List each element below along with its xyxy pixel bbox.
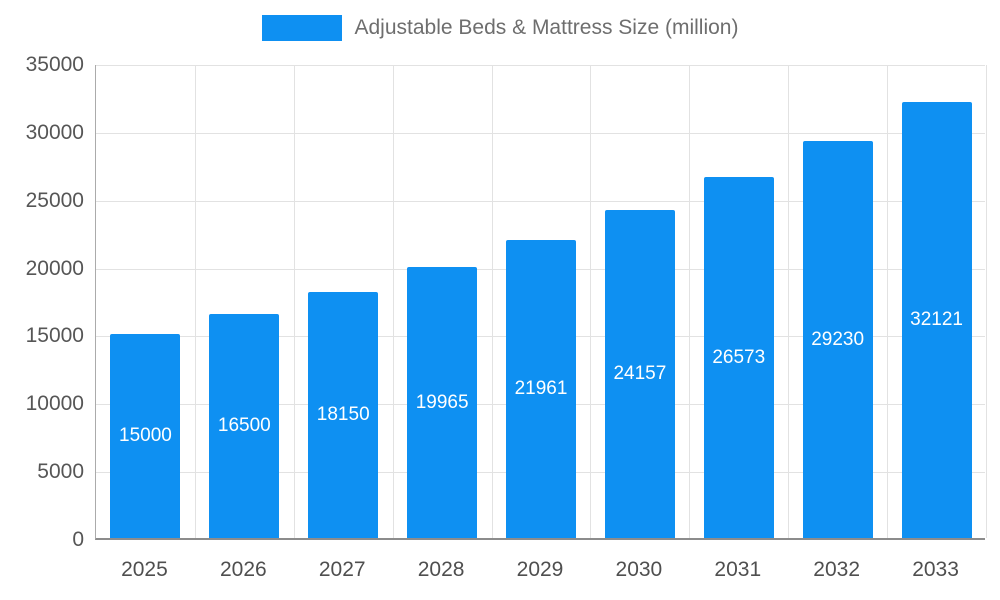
gridline-vertical xyxy=(590,65,592,538)
y-axis-tick-label: 10000 xyxy=(25,392,84,416)
bar-value-label: 18150 xyxy=(316,403,370,425)
bar-2030[interactable] xyxy=(604,210,675,538)
x-axis-tick-label: 2028 xyxy=(417,558,465,581)
y-axis-tick-label: 20000 xyxy=(25,256,84,280)
bar-2028[interactable] xyxy=(407,267,478,538)
x-axis-tick-label: 2032 xyxy=(813,558,861,581)
gridline-vertical xyxy=(293,65,295,538)
x-axis-tick-label: 2026 xyxy=(219,558,267,581)
bar-value-label: 19965 xyxy=(415,391,469,413)
x-axis-tick-label: 2027 xyxy=(318,558,366,581)
plot-area: 15000 16500 18150 19965 21961 24157 26573 29230… xyxy=(95,65,987,540)
gridline-vertical xyxy=(788,65,790,538)
y-axis-tick-label: 15000 xyxy=(25,324,84,348)
bar-2033[interactable] xyxy=(901,102,972,538)
y-axis-tick-label: 0 xyxy=(72,528,84,551)
gridline-horizontal xyxy=(96,132,985,134)
bar-value-label: 21961 xyxy=(514,377,568,399)
y-axis-tick-label: 30000 xyxy=(25,120,84,144)
y-axis-tick-label: 5000 xyxy=(37,460,84,484)
x-axis-tick-label: 2029 xyxy=(516,558,564,581)
bar-value-label: 26573 xyxy=(712,346,766,368)
gridline-vertical xyxy=(887,65,889,538)
bar-2032[interactable] xyxy=(802,141,873,538)
y-axis-tick-label: 25000 xyxy=(25,188,84,212)
chart-legend[interactable]: Adjustable Beds & Mattress Size (million… xyxy=(0,15,1000,41)
gridline-vertical xyxy=(986,65,987,538)
y-axis-tick-label: 35000 xyxy=(25,53,84,76)
bar-value-label: 15000 xyxy=(119,425,172,447)
x-axis-tick-label: 2025 xyxy=(121,558,168,581)
bar-2025[interactable] xyxy=(110,334,181,538)
x-axis-tick-label: 2030 xyxy=(615,558,663,581)
gridline-vertical xyxy=(392,65,394,538)
bar-2029[interactable] xyxy=(506,239,576,538)
x-axis-tick-label: 2031 xyxy=(714,558,762,581)
bar-2031[interactable] xyxy=(703,177,774,538)
bar-value-label: 24157 xyxy=(613,363,667,385)
bar-value-label: 29230 xyxy=(811,328,865,350)
gridline-horizontal xyxy=(96,65,985,66)
gridline-vertical xyxy=(491,65,493,538)
bar-2027[interactable] xyxy=(308,291,379,538)
legend-label: Adjustable Beds & Mattress Size (million… xyxy=(354,16,739,39)
legend-swatch-icon xyxy=(261,15,342,41)
bar-value-label: 16500 xyxy=(217,415,271,437)
bar-value-label: 32121 xyxy=(910,309,963,331)
gridline-horizontal xyxy=(96,200,985,202)
x-axis-tick-label: 2033 xyxy=(912,558,959,581)
gridline-vertical xyxy=(689,65,691,538)
bar-2026[interactable] xyxy=(209,314,280,538)
gridline-vertical xyxy=(194,65,196,538)
